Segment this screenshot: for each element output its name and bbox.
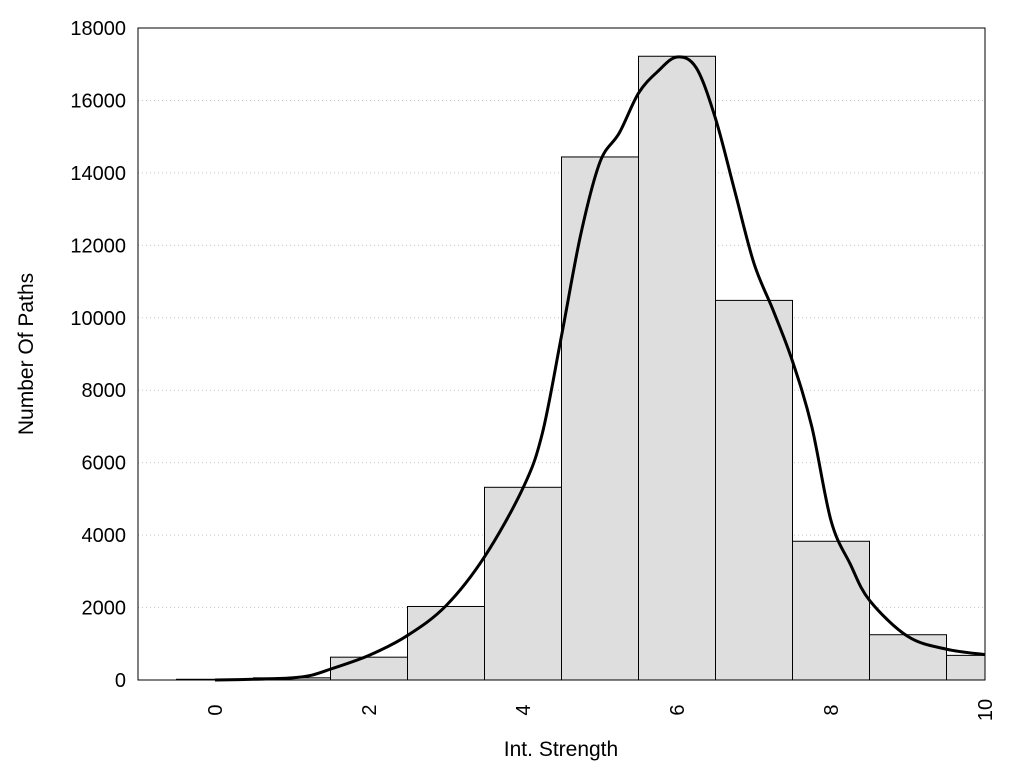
- histogram-bar: [869, 634, 947, 681]
- x-axis-label: Int. Strength: [504, 738, 618, 761]
- x-tick-label: 8: [821, 704, 843, 715]
- x-tick-label: 10: [975, 699, 997, 721]
- histogram-bar: [330, 656, 408, 681]
- y-axis-label: Number Of Paths: [15, 273, 38, 435]
- x-axis-ticks: 0 2 4 6 8 10: [205, 699, 997, 721]
- plot-frame: [137, 27, 986, 681]
- histogram-bar: [792, 540, 870, 681]
- density-curve-layer: [214, 55, 986, 682]
- y-tick-label: 0: [115, 670, 126, 692]
- histogram-bar: [484, 486, 562, 681]
- histogram-bars: [176, 55, 986, 681]
- y-tick-label: 8000: [82, 380, 127, 402]
- x-tick-label: 4: [513, 704, 535, 715]
- y-tick-label: 4000: [82, 525, 127, 547]
- y-axis-ticks: 0 2000 4000 6000 8000 10000 12000 14000 16000 180…: [70, 18, 126, 692]
- y-tick-label: 12000: [70, 235, 126, 257]
- y-tick-label: 10000: [70, 308, 126, 330]
- x-tick-label: 0: [205, 704, 227, 715]
- y-tick-label: 18000: [70, 18, 126, 40]
- histogram-bar: [715, 299, 793, 681]
- histogram-bar: [407, 605, 485, 681]
- histogram-bar: [946, 654, 986, 681]
- y-tick-label: 2000: [82, 598, 127, 620]
- histogram-bar: [638, 55, 716, 681]
- y-tick-label: 14000: [70, 163, 126, 185]
- y-tick-label: 16000: [70, 90, 126, 112]
- density-curve: [214, 55, 986, 682]
- x-tick-label: 6: [667, 704, 689, 715]
- x-tick-label: 2: [359, 704, 381, 715]
- histogram-bar: [561, 156, 639, 681]
- y-tick-label: 6000: [82, 453, 127, 475]
